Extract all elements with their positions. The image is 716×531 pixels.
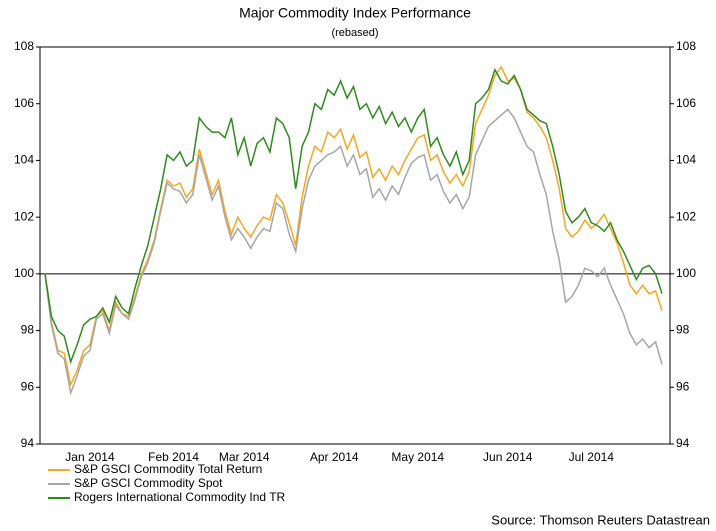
legend-label: Rogers International Commodity Ind TR — [74, 490, 286, 504]
plot-frame — [39, 46, 671, 445]
x-tick-label: May 2014 — [391, 450, 444, 464]
x-tick-label: Feb 2014 — [148, 450, 199, 464]
y-tick-label: 104 — [14, 153, 34, 167]
y-tick-label: 96 — [21, 379, 35, 393]
series-line — [44, 67, 663, 365]
x-tick-label: Jun 2014 — [483, 450, 533, 464]
y2-tick-label: 94 — [676, 436, 690, 450]
y-tick-label: 100 — [14, 266, 34, 280]
y-tick-label: 102 — [14, 209, 34, 223]
chart-title: Major Commodity Index Performance — [239, 5, 471, 21]
y2-tick-label: 96 — [676, 379, 690, 393]
legend-label: S&P GSCI Commodity Spot — [74, 476, 223, 490]
y-tick-label: 98 — [21, 323, 35, 337]
y2-tick-label: 104 — [676, 153, 696, 167]
series-line — [44, 108, 663, 396]
y-tick-label: 108 — [14, 39, 34, 53]
y-tick-label: 106 — [14, 96, 34, 110]
x-tick-label: Jul 2014 — [569, 450, 615, 464]
y-tick-label: 94 — [21, 436, 35, 450]
y2-tick-label: 100 — [676, 266, 696, 280]
chart-subtitle: (rebased) — [331, 27, 378, 39]
x-tick-label: Jan 2014 — [65, 450, 115, 464]
y2-tick-label: 108 — [676, 39, 696, 53]
y2-tick-label: 98 — [676, 323, 690, 337]
source: Source: Thomson Reuters Datastrean — [491, 512, 710, 527]
y2-tick-label: 106 — [676, 96, 696, 110]
legend-label: S&P GSCI Commodity Total Return — [74, 462, 262, 476]
x-tick-label: Mar 2014 — [219, 450, 270, 464]
x-tick-label: Apr 2014 — [310, 450, 359, 464]
y2-tick-label: 102 — [676, 209, 696, 223]
series-line — [44, 65, 663, 387]
